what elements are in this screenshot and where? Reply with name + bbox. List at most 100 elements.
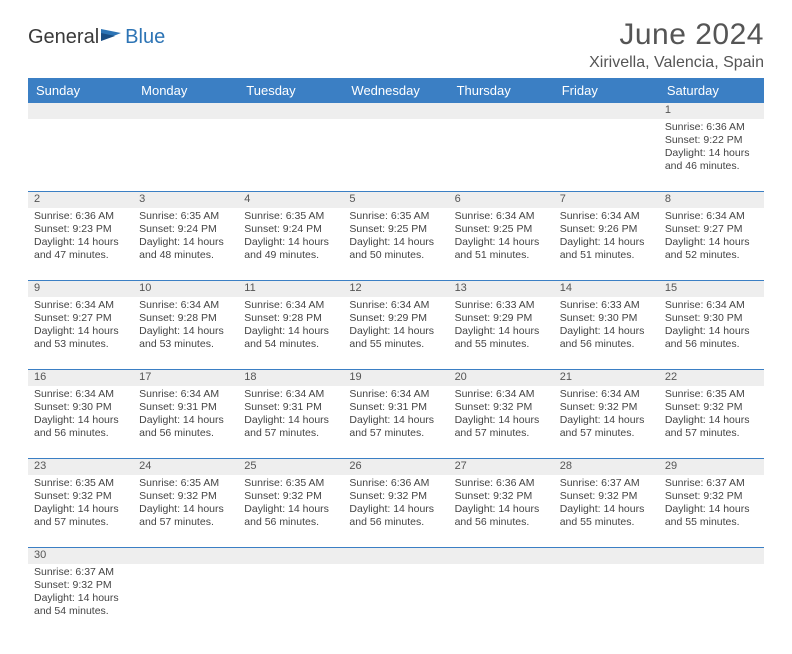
day-number-row: 16171819202122 bbox=[28, 370, 764, 386]
daylight-text-2: and 51 minutes. bbox=[455, 249, 548, 262]
day-number: 29 bbox=[659, 459, 764, 475]
sunrise-text: Sunrise: 6:34 AM bbox=[349, 388, 442, 401]
daylight-text-2: and 52 minutes. bbox=[665, 249, 758, 262]
sunrise-text: Sunrise: 6:37 AM bbox=[665, 477, 758, 490]
day-number bbox=[28, 103, 133, 119]
daylight-text-2: and 55 minutes. bbox=[560, 516, 653, 529]
sunrise-text: Sunrise: 6:34 AM bbox=[455, 210, 548, 223]
sunset-text: Sunset: 9:32 PM bbox=[665, 401, 758, 414]
day-number: 2 bbox=[28, 192, 133, 208]
daylight-text-2: and 46 minutes. bbox=[665, 160, 758, 173]
day-number: 23 bbox=[28, 459, 133, 475]
sunset-text: Sunset: 9:24 PM bbox=[139, 223, 232, 236]
sunset-text: Sunset: 9:29 PM bbox=[455, 312, 548, 325]
daylight-text: Daylight: 14 hours bbox=[34, 236, 127, 249]
sunrise-text: Sunrise: 6:36 AM bbox=[665, 121, 758, 134]
sunset-text: Sunset: 9:25 PM bbox=[349, 223, 442, 236]
sunrise-text: Sunrise: 6:34 AM bbox=[244, 388, 337, 401]
sunset-text: Sunset: 9:29 PM bbox=[349, 312, 442, 325]
day-number-row: 23242526272829 bbox=[28, 459, 764, 475]
day-cell: Sunrise: 6:35 AMSunset: 9:32 PMDaylight:… bbox=[28, 475, 133, 547]
daylight-text-2: and 51 minutes. bbox=[560, 249, 653, 262]
sunrise-text: Sunrise: 6:34 AM bbox=[349, 299, 442, 312]
day-cell: Sunrise: 6:36 AMSunset: 9:22 PMDaylight:… bbox=[659, 119, 764, 191]
day-number: 26 bbox=[343, 459, 448, 475]
day-cell: Sunrise: 6:36 AMSunset: 9:23 PMDaylight:… bbox=[28, 208, 133, 280]
weekday-header: Thursday bbox=[449, 78, 554, 103]
daylight-text-2: and 57 minutes. bbox=[244, 427, 337, 440]
day-cell: Sunrise: 6:33 AMSunset: 9:30 PMDaylight:… bbox=[554, 297, 659, 369]
daylight-text-2: and 49 minutes. bbox=[244, 249, 337, 262]
month-title: June 2024 bbox=[589, 18, 764, 52]
day-cell bbox=[28, 119, 133, 191]
sunset-text: Sunset: 9:32 PM bbox=[455, 490, 548, 503]
sunrise-text: Sunrise: 6:35 AM bbox=[349, 210, 442, 223]
day-cell: Sunrise: 6:35 AMSunset: 9:32 PMDaylight:… bbox=[238, 475, 343, 547]
day-cell: Sunrise: 6:34 AMSunset: 9:28 PMDaylight:… bbox=[133, 297, 238, 369]
calendar-grid: Sunday Monday Tuesday Wednesday Thursday… bbox=[28, 78, 764, 636]
daylight-text: Daylight: 14 hours bbox=[34, 325, 127, 338]
day-cell bbox=[343, 564, 448, 636]
daylight-text-2: and 56 minutes. bbox=[34, 427, 127, 440]
sunset-text: Sunset: 9:26 PM bbox=[560, 223, 653, 236]
daylight-text: Daylight: 14 hours bbox=[455, 503, 548, 516]
sunrise-text: Sunrise: 6:34 AM bbox=[34, 299, 127, 312]
sunrise-text: Sunrise: 6:35 AM bbox=[244, 477, 337, 490]
daylight-text-2: and 55 minutes. bbox=[665, 516, 758, 529]
day-number: 3 bbox=[133, 192, 238, 208]
sunset-text: Sunset: 9:32 PM bbox=[349, 490, 442, 503]
sunset-text: Sunset: 9:23 PM bbox=[34, 223, 127, 236]
daylight-text-2: and 57 minutes. bbox=[139, 516, 232, 529]
daylight-text: Daylight: 14 hours bbox=[560, 414, 653, 427]
location-text: Xirivella, Valencia, Spain bbox=[589, 54, 764, 72]
daylight-text: Daylight: 14 hours bbox=[139, 414, 232, 427]
day-cell: Sunrise: 6:34 AMSunset: 9:26 PMDaylight:… bbox=[554, 208, 659, 280]
weekday-header: Friday bbox=[554, 78, 659, 103]
sunrise-text: Sunrise: 6:34 AM bbox=[139, 388, 232, 401]
day-number: 9 bbox=[28, 281, 133, 297]
sunset-text: Sunset: 9:32 PM bbox=[560, 490, 653, 503]
daylight-text-2: and 56 minutes. bbox=[349, 516, 442, 529]
sunset-text: Sunset: 9:32 PM bbox=[665, 490, 758, 503]
day-number: 25 bbox=[238, 459, 343, 475]
sunset-text: Sunset: 9:31 PM bbox=[139, 401, 232, 414]
daylight-text: Daylight: 14 hours bbox=[244, 414, 337, 427]
day-cell: Sunrise: 6:35 AMSunset: 9:32 PMDaylight:… bbox=[133, 475, 238, 547]
day-cell: Sunrise: 6:34 AMSunset: 9:30 PMDaylight:… bbox=[28, 386, 133, 458]
sunset-text: Sunset: 9:32 PM bbox=[34, 490, 127, 503]
day-cell: Sunrise: 6:33 AMSunset: 9:29 PMDaylight:… bbox=[449, 297, 554, 369]
day-cell: Sunrise: 6:34 AMSunset: 9:29 PMDaylight:… bbox=[343, 297, 448, 369]
weekday-header: Tuesday bbox=[238, 78, 343, 103]
daylight-text: Daylight: 14 hours bbox=[665, 325, 758, 338]
day-cell: Sunrise: 6:35 AMSunset: 9:24 PMDaylight:… bbox=[133, 208, 238, 280]
sunrise-text: Sunrise: 6:35 AM bbox=[139, 477, 232, 490]
weekday-header: Wednesday bbox=[343, 78, 448, 103]
day-cell: Sunrise: 6:34 AMSunset: 9:31 PMDaylight:… bbox=[343, 386, 448, 458]
sunset-text: Sunset: 9:31 PM bbox=[244, 401, 337, 414]
weekday-header: Saturday bbox=[659, 78, 764, 103]
sunset-text: Sunset: 9:28 PM bbox=[244, 312, 337, 325]
day-cell: Sunrise: 6:37 AMSunset: 9:32 PMDaylight:… bbox=[554, 475, 659, 547]
sunrise-text: Sunrise: 6:36 AM bbox=[455, 477, 548, 490]
sunrise-text: Sunrise: 6:35 AM bbox=[665, 388, 758, 401]
day-cell bbox=[133, 119, 238, 191]
day-cell bbox=[554, 119, 659, 191]
week-row: Sunrise: 6:34 AMSunset: 9:27 PMDaylight:… bbox=[28, 297, 764, 370]
sunrise-text: Sunrise: 6:33 AM bbox=[455, 299, 548, 312]
sunset-text: Sunset: 9:24 PM bbox=[244, 223, 337, 236]
sunrise-text: Sunrise: 6:36 AM bbox=[349, 477, 442, 490]
daylight-text: Daylight: 14 hours bbox=[455, 325, 548, 338]
week-row: Sunrise: 6:36 AMSunset: 9:23 PMDaylight:… bbox=[28, 208, 764, 281]
logo-text-general: General bbox=[28, 26, 99, 49]
day-cell bbox=[449, 119, 554, 191]
day-number: 22 bbox=[659, 370, 764, 386]
day-number bbox=[133, 548, 238, 564]
weekday-header: Sunday bbox=[28, 78, 133, 103]
sunset-text: Sunset: 9:30 PM bbox=[665, 312, 758, 325]
calendar-page: General Blue June 2024 Xirivella, Valenc… bbox=[0, 0, 792, 654]
daylight-text: Daylight: 14 hours bbox=[244, 503, 337, 516]
daylight-text-2: and 57 minutes. bbox=[34, 516, 127, 529]
day-number: 8 bbox=[659, 192, 764, 208]
daylight-text-2: and 57 minutes. bbox=[665, 427, 758, 440]
daylight-text-2: and 57 minutes. bbox=[560, 427, 653, 440]
